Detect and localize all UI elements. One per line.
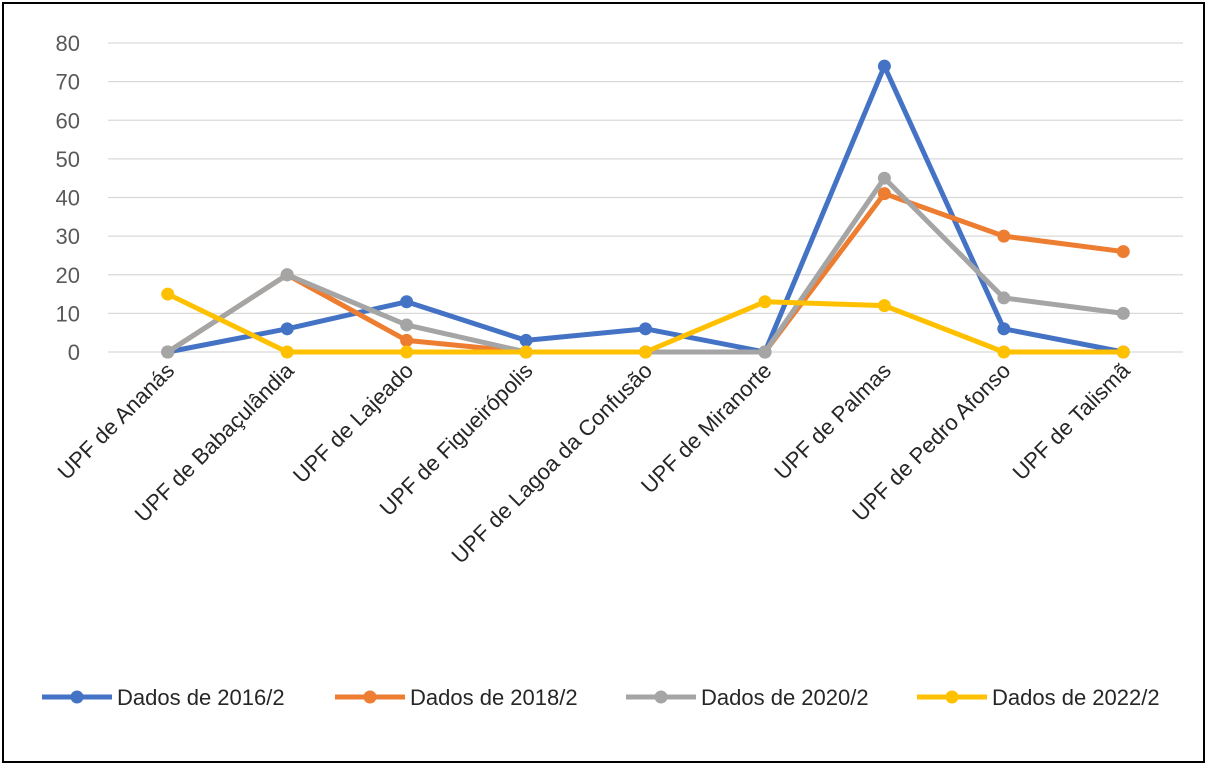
data-point — [997, 291, 1011, 305]
data-point — [997, 345, 1011, 359]
data-point — [877, 171, 891, 185]
data-point — [400, 318, 414, 332]
x-tick-label: UPF de Miranorte — [636, 358, 776, 498]
legend-item: Dados de 2018/2 — [335, 685, 578, 710]
data-point — [877, 299, 891, 313]
data-point — [280, 345, 294, 359]
y-axis-ticks: 0 10 20 30 40 50 60 70 80 — [56, 31, 80, 365]
gridlines — [108, 42, 1183, 353]
x-tick-label: UPF de Ananás — [53, 358, 180, 485]
data-point — [519, 333, 533, 347]
data-point — [877, 59, 891, 73]
x-tick-label: UPF de Lagoa da Confusão — [446, 358, 657, 569]
legend-item: Dados de 2016/2 — [42, 685, 285, 710]
legend-label: Dados de 2020/2 — [701, 685, 869, 710]
series-line — [165, 63, 1126, 355]
data-point — [400, 295, 414, 309]
legend-swatch-marker — [945, 690, 959, 704]
data-point — [400, 345, 414, 359]
data-point — [161, 345, 175, 359]
series-lines — [161, 59, 1130, 359]
y-tick-label: 30 — [56, 224, 80, 249]
data-point — [758, 345, 772, 359]
data-point — [758, 295, 772, 309]
data-point — [1116, 345, 1130, 359]
legend-swatch-marker — [654, 690, 668, 704]
y-tick-label: 70 — [56, 70, 80, 95]
legend-label: Dados de 2018/2 — [410, 685, 578, 710]
y-tick-label: 50 — [56, 147, 80, 172]
legend: Dados de 2016/2 Dados de 2018/2 Dados de 2… — [42, 685, 1160, 710]
y-tick-label: 20 — [56, 263, 80, 288]
data-point — [1116, 245, 1130, 259]
data-point — [877, 187, 891, 201]
legend-label: Dados de 2016/2 — [117, 685, 285, 710]
data-point — [161, 287, 175, 301]
data-point — [519, 345, 533, 359]
y-tick-label: 10 — [56, 301, 80, 326]
data-point — [400, 333, 414, 347]
y-tick-label: 80 — [56, 31, 80, 56]
data-point — [997, 229, 1011, 243]
data-point — [280, 268, 294, 282]
y-tick-label: 0 — [68, 340, 80, 365]
data-point — [280, 322, 294, 336]
legend-label: Dados de 2022/2 — [992, 685, 1160, 710]
x-tick-label: UPF de Palmas — [769, 358, 896, 485]
data-point — [997, 322, 1011, 336]
legend-swatch-marker — [70, 690, 84, 704]
data-point — [639, 322, 652, 336]
series-4 — [161, 287, 1130, 359]
y-tick-label: 60 — [56, 108, 80, 133]
data-point — [639, 345, 652, 359]
y-tick-label: 40 — [56, 186, 80, 211]
x-tick-label: UPF de Talismã — [1008, 357, 1136, 485]
data-point — [1116, 306, 1130, 320]
legend-swatch-marker — [363, 690, 377, 704]
legend-item: Dados de 2020/2 — [626, 685, 869, 710]
legend-item: Dados de 2022/2 — [917, 685, 1160, 710]
x-tick-label: UPF de Lajeado — [288, 358, 418, 488]
